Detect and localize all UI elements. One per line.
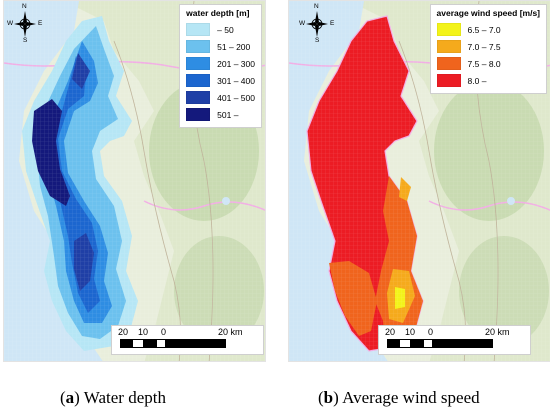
legend-swatch [186, 23, 211, 36]
legend-item: 401 – 500 [186, 89, 255, 106]
compass-s: S [315, 37, 320, 44]
scale-tick-label: 20 [385, 327, 396, 337]
scale-bar: 20 10 0 20 km [111, 325, 264, 355]
compass-rose-icon [14, 11, 36, 37]
legend-wind-speed: average wind speed [m/s] 6.5 – 7.0 7.0 –… [429, 4, 547, 94]
legend-swatch [186, 91, 211, 104]
legend-water-depth: water depth [m] – 50 51 – 200 201 – 300 … [179, 4, 262, 128]
compass-w: W [299, 20, 306, 27]
legend-item: 7.0 – 7.5 [436, 38, 540, 55]
legend-item: – 50 [186, 21, 255, 38]
legend-swatch [436, 23, 461, 36]
legend-title: water depth [m] [186, 8, 250, 18]
scale-tick-label: 10 [138, 327, 149, 337]
compass-e: E [330, 20, 335, 27]
compass-n: N [314, 3, 319, 10]
legend-label: 6.5 – 7.0 [467, 24, 501, 35]
scale-tick-label: 20 km [218, 327, 243, 337]
legend-label: – 50 [217, 24, 234, 35]
caption-letter: a [65, 388, 75, 407]
legend-item: 301 – 400 [186, 72, 255, 89]
legend-swatch [436, 40, 461, 53]
compass-e: E [38, 20, 43, 27]
scale-tick-label: 20 [118, 327, 129, 337]
north-arrow-compass: N S W E [299, 3, 335, 44]
legend-item: 6.5 – 7.0 [436, 21, 540, 38]
legend-label: 401 – 500 [217, 92, 255, 103]
legend-label: 7.0 – 7.5 [467, 41, 501, 52]
map-panel-water-depth: N S W E water depth [m] – 50 51 – 200 20… [3, 0, 266, 362]
north-arrow-compass: N S W E [7, 3, 43, 44]
legend-item: 201 – 300 [186, 55, 255, 72]
scale-bar-graphic [116, 339, 259, 348]
legend-swatch [436, 74, 461, 87]
legend-label: 7.5 – 8.0 [467, 58, 501, 69]
caption-water-depth: (a) Water depth [60, 388, 166, 407]
compass-w: W [7, 20, 14, 27]
legend-swatch [186, 40, 211, 53]
legend-title: average wind speed [m/s] [436, 8, 540, 18]
legend-label: 8.0 – [467, 75, 487, 86]
legend-item: 8.0 – [436, 72, 540, 89]
legend-label: 301 – 400 [217, 75, 255, 86]
caption-text: Water depth [79, 388, 166, 407]
caption-wind-speed: (b) Average wind speed [318, 388, 480, 407]
legend-label: 201 – 300 [217, 58, 255, 69]
legend-label: 51 – 200 [217, 41, 251, 52]
legend-swatch [186, 57, 211, 70]
caption-letter: b [323, 388, 334, 407]
legend-swatch [186, 74, 211, 87]
caption-text: Average wind speed [338, 388, 480, 407]
compass-n: N [22, 3, 27, 10]
legend-swatch [436, 57, 461, 70]
scale-bar-graphic [383, 339, 526, 348]
compass-rose-icon [306, 11, 328, 37]
scale-bar: 20 10 0 20 km [378, 325, 531, 355]
legend-item: 51 – 200 [186, 38, 255, 55]
scale-tick-label: 10 [405, 327, 416, 337]
compass-s: S [23, 37, 28, 44]
scale-tick-label: 0 [428, 327, 434, 337]
scale-tick-label: 20 km [485, 327, 510, 337]
legend-item: 501 – [186, 106, 255, 123]
legend-label: 501 – [217, 109, 239, 120]
scale-tick-label: 0 [161, 327, 167, 337]
legend-item: 7.5 – 8.0 [436, 55, 540, 72]
legend-swatch [186, 108, 211, 121]
map-panel-wind-speed: N S W E average wind speed [m/s] 6.5 – 7… [288, 0, 550, 362]
